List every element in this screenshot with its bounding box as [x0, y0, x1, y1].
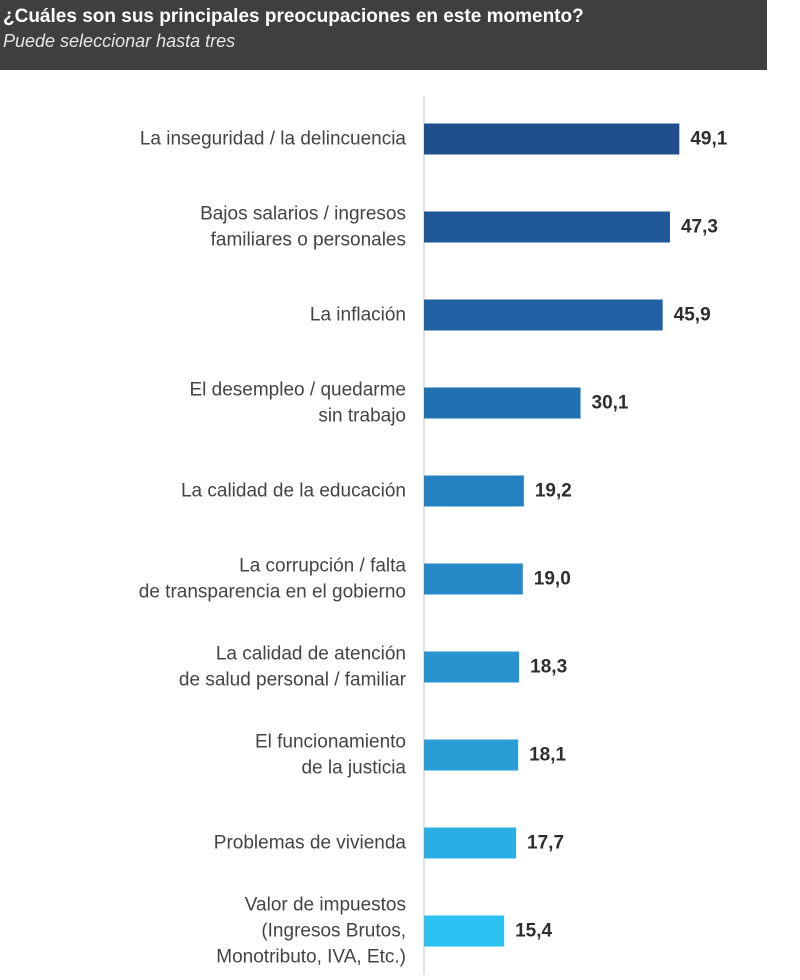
bar — [424, 827, 517, 859]
category-label-line: (Ingresos Brutos, — [261, 921, 406, 942]
category-label-line: Problemas de vivienda — [214, 833, 407, 854]
category-label-line: La corrupción / falta — [239, 556, 406, 577]
category-label-line: sin trabajo — [318, 406, 406, 427]
category-label: Valor de impuestos (Ingresos Brutos, Monot… — [216, 895, 406, 968]
category-label-line: de la justicia — [301, 758, 406, 779]
bar — [424, 563, 523, 595]
bar-value-label: 47,3 — [681, 217, 718, 238]
bar-value-label: 18,3 — [530, 657, 567, 678]
bar-value-label: 19,2 — [535, 481, 572, 502]
category-label-line: La inseguridad / la delincuencia — [140, 129, 407, 150]
category-label: La calidad de atención de salud personal … — [179, 644, 407, 691]
chart-title: ¿Cuáles son sus principales preocupacion… — [3, 6, 584, 27]
bar-value-label: 45,9 — [674, 305, 711, 326]
chart-header: ¿Cuáles son sus principales preocupacion… — [0, 0, 767, 70]
bar-value-label: 15,4 — [515, 921, 552, 942]
bar-value-label: 18,1 — [529, 745, 566, 766]
bar — [424, 475, 524, 507]
category-label-line: La calidad de atención — [216, 644, 406, 665]
chart-subtitle: Puede seleccionar hasta tres — [3, 31, 236, 51]
bar — [424, 915, 505, 947]
bar — [424, 387, 581, 419]
category-label-line: Valor de impuestos — [245, 895, 406, 916]
category-label: Bajos salarios / ingresos familiares o pe… — [200, 204, 406, 251]
category-label-line: de salud personal / familiar — [179, 670, 407, 691]
category-label: La inseguridad / la delincuencia — [140, 129, 407, 150]
category-label: La calidad de la educación — [181, 481, 406, 502]
category-label-line: El funcionamiento — [255, 732, 406, 753]
bar-value-label: 17,7 — [527, 833, 564, 854]
category-label: La inflación — [310, 305, 406, 326]
bar — [424, 123, 680, 155]
category-label-line: Monotributo, IVA, Etc.) — [216, 947, 406, 968]
bar — [424, 299, 663, 331]
category-label: El funcionamiento de la justicia — [255, 732, 406, 779]
category-label: Problemas de vivienda — [214, 833, 407, 854]
category-label: El desempleo / quedarme sin trabajo — [189, 380, 406, 427]
category-label-line: La inflación — [310, 305, 406, 326]
category-label-line: familiares o personales — [211, 230, 406, 251]
category-label-line: La calidad de la educación — [181, 481, 406, 502]
category-label-line: Bajos salarios / ingresos — [200, 204, 406, 225]
bar-value-label: 30,1 — [592, 393, 629, 414]
bar — [424, 651, 520, 683]
category-label-line: de transparencia en el gobierno — [139, 582, 406, 603]
category-label-line: El desempleo / quedarme — [189, 380, 406, 401]
bar — [424, 211, 670, 243]
bar — [424, 739, 519, 771]
bar-value-label: 19,0 — [534, 569, 571, 590]
category-label: La corrupción / falta de transparencia en… — [139, 556, 407, 603]
bar-value-label: 49,1 — [690, 129, 727, 150]
